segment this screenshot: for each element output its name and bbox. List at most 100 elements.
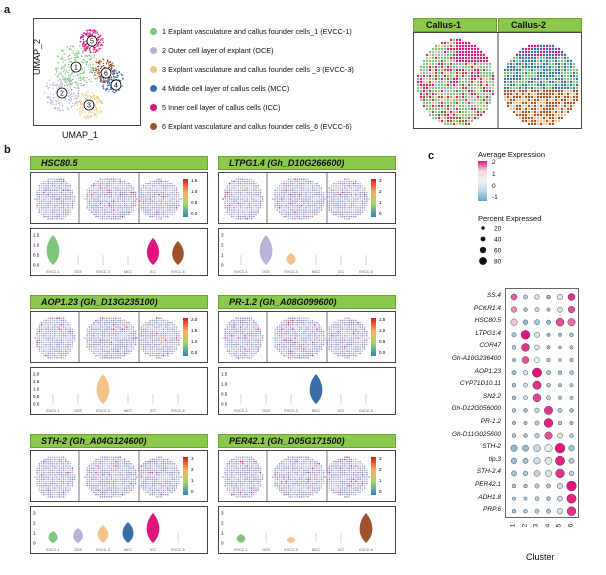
callus-2-spot xyxy=(533,101,537,105)
callus-2-spot xyxy=(521,116,525,120)
tissue-spot xyxy=(171,191,173,194)
tissue-spot xyxy=(47,204,49,207)
tissue-spot xyxy=(117,354,119,357)
callus-2-spot xyxy=(539,92,543,96)
callus-1-spot xyxy=(461,95,465,99)
tissue-spot xyxy=(180,337,182,339)
callus-1-spot xyxy=(416,74,420,78)
tissue-spot xyxy=(69,198,71,200)
tissue-spot xyxy=(95,346,97,348)
umap-point xyxy=(100,47,102,49)
callus-1-spot xyxy=(467,47,471,51)
tissue-spot xyxy=(112,204,115,207)
tissue-spot xyxy=(314,189,316,191)
tissue-spot xyxy=(86,330,88,333)
umap-point xyxy=(108,77,111,79)
tissue-spot xyxy=(169,202,171,205)
callus-1-spot xyxy=(437,44,441,48)
tissue-spot xyxy=(228,185,231,187)
callus-2-spot xyxy=(548,110,552,114)
tissue-spot xyxy=(341,191,344,194)
tissue-spot xyxy=(156,182,158,185)
tissue-spot xyxy=(158,211,160,213)
tissue-spot xyxy=(140,343,143,346)
callus-1-spot xyxy=(452,59,456,63)
tissue-spot xyxy=(147,202,149,205)
callus-2-spot xyxy=(542,95,546,99)
tissue-spot xyxy=(242,218,244,220)
tissue-spot xyxy=(244,209,246,211)
tissue-spot xyxy=(97,343,99,346)
tissue-spot xyxy=(167,352,169,355)
tissue-spot xyxy=(56,332,58,335)
tissue-spot xyxy=(43,185,45,187)
tissue-spot xyxy=(173,200,176,202)
tissue-spot xyxy=(97,337,99,339)
tissue-spot xyxy=(167,321,169,324)
umap-point xyxy=(94,32,96,34)
tissue-spot xyxy=(147,328,149,330)
tissue-spot xyxy=(56,189,58,191)
violin-y-tick: 0.5 xyxy=(33,253,40,258)
tissue-spot xyxy=(363,191,366,194)
callus-1-spot xyxy=(491,77,495,81)
tissue-spot xyxy=(128,328,130,330)
tissue-spot xyxy=(112,185,115,187)
tissue-spot xyxy=(54,352,56,355)
tissue-spot xyxy=(65,330,67,333)
umap-point xyxy=(82,41,85,43)
callus-2-spot xyxy=(569,98,573,102)
umap-point xyxy=(93,75,95,77)
umap-point xyxy=(85,46,87,48)
tissue-spot xyxy=(151,319,154,322)
callus-2-spot xyxy=(530,122,534,126)
callus-2-spot xyxy=(536,74,540,78)
tissue-spot xyxy=(244,187,246,189)
tissue-spot xyxy=(45,202,47,205)
tissue-spot xyxy=(140,346,143,348)
tissue-spot xyxy=(93,350,95,352)
callus-2-spot xyxy=(512,104,516,108)
tissue-spot xyxy=(322,193,325,196)
tissue-spot xyxy=(235,180,237,183)
tissue-spot xyxy=(175,196,178,198)
callus-1-spot xyxy=(479,101,483,105)
tissue-spot xyxy=(140,328,143,330)
tissue-spot xyxy=(51,350,54,352)
callus-1-spot xyxy=(428,107,432,111)
tissue-spot xyxy=(69,337,71,339)
tissue-spot xyxy=(158,213,160,216)
tissue-spot xyxy=(147,200,149,202)
tissue-spot xyxy=(355,202,357,205)
tissue-spot xyxy=(101,187,104,189)
callus-1-spot xyxy=(434,107,438,111)
tissue-spot xyxy=(175,343,178,346)
tissue-spot xyxy=(305,202,307,205)
umap-point xyxy=(91,71,93,74)
callus-1-spot xyxy=(425,53,429,57)
tissue-spot xyxy=(138,196,140,198)
tissue-spot xyxy=(126,350,128,352)
tissue-spot xyxy=(38,200,41,202)
callus-1-spot xyxy=(476,50,480,54)
tissue-spot xyxy=(112,218,115,220)
tissue-spot xyxy=(117,343,119,346)
tissue-spot xyxy=(38,209,41,211)
callus-1-spot xyxy=(467,41,471,45)
violin-y-tick: 2 xyxy=(221,243,224,248)
callus-2-spot xyxy=(542,56,546,60)
tissue-spot xyxy=(112,324,115,326)
tissue-spot xyxy=(248,218,251,220)
umap-point xyxy=(83,116,85,118)
callus-1-spot xyxy=(452,104,456,108)
tissue-spot xyxy=(149,324,151,326)
callus-1-spot xyxy=(464,113,468,117)
tissue-spot xyxy=(363,204,366,207)
umap-point xyxy=(87,90,89,93)
umap-point xyxy=(63,67,65,69)
umap-point xyxy=(60,84,62,86)
callus-1-spot xyxy=(440,113,444,117)
callus-1-spot xyxy=(452,56,456,60)
callus-1-spot xyxy=(485,80,489,84)
callus-2-spot xyxy=(548,59,552,63)
